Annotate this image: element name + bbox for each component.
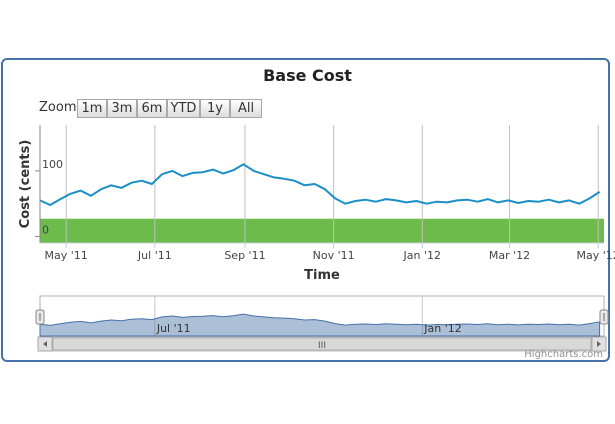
scroll-left-arrow-icon <box>43 341 47 347</box>
x-tick-label: Sep '11 <box>224 249 265 262</box>
plot-band <box>40 218 604 244</box>
navigator[interactable]: Jul '11 Jan '12 <box>35 295 609 337</box>
zoom-all-button[interactable]: All <box>230 99 262 118</box>
x-tick-label: May '12 <box>577 249 615 262</box>
zoom-label: Zoom <box>39 100 77 115</box>
zoom-3m-button[interactable]: 3m <box>107 99 137 118</box>
zoom-ytd-button[interactable]: YTD <box>167 99 200 118</box>
x-tick-label: Jan '12 <box>403 249 441 262</box>
navigator-background[interactable] <box>39 295 605 337</box>
y-axis-title: Cost (cents) <box>18 140 33 229</box>
x-tick-label: Jul '11 <box>137 249 172 262</box>
scrollbar[interactable]: III <box>37 336 607 352</box>
scroll-right-arrow-icon <box>597 341 601 347</box>
zoom-1y-button[interactable]: 1y <box>200 99 230 118</box>
series-line <box>39 163 601 206</box>
scrollbar-grip-icon: III <box>318 341 326 351</box>
axis-layer: May '11 Jul '11 Sep '11 Nov '11 Jan '12 Mar '… <box>18 125 615 283</box>
zoom-1m-button[interactable]: 1m <box>77 99 107 118</box>
x-tick-label: May '11 <box>45 249 88 262</box>
credits-link[interactable]: Highcharts.com <box>524 349 603 360</box>
x-axis-title: Time <box>304 268 340 283</box>
plot-band-layer <box>40 218 604 244</box>
navigator-series <box>39 313 601 337</box>
x-tick-label: Mar '12 <box>489 249 530 262</box>
y-tick-label: 0 <box>42 223 49 236</box>
x-tick-label: Nov '11 <box>313 249 355 262</box>
navigator-tick-label: Jan '12 <box>423 322 461 335</box>
y-tick-label: 100 <box>42 158 63 171</box>
zoom-6m-button[interactable]: 6m <box>137 99 167 118</box>
series-layer <box>39 163 601 206</box>
scrollbar-thumb[interactable] <box>52 337 592 351</box>
chart-title: Base Cost <box>263 66 352 85</box>
navigator-tick-label: Jul '11 <box>156 322 191 335</box>
grid-layer <box>65 125 599 243</box>
